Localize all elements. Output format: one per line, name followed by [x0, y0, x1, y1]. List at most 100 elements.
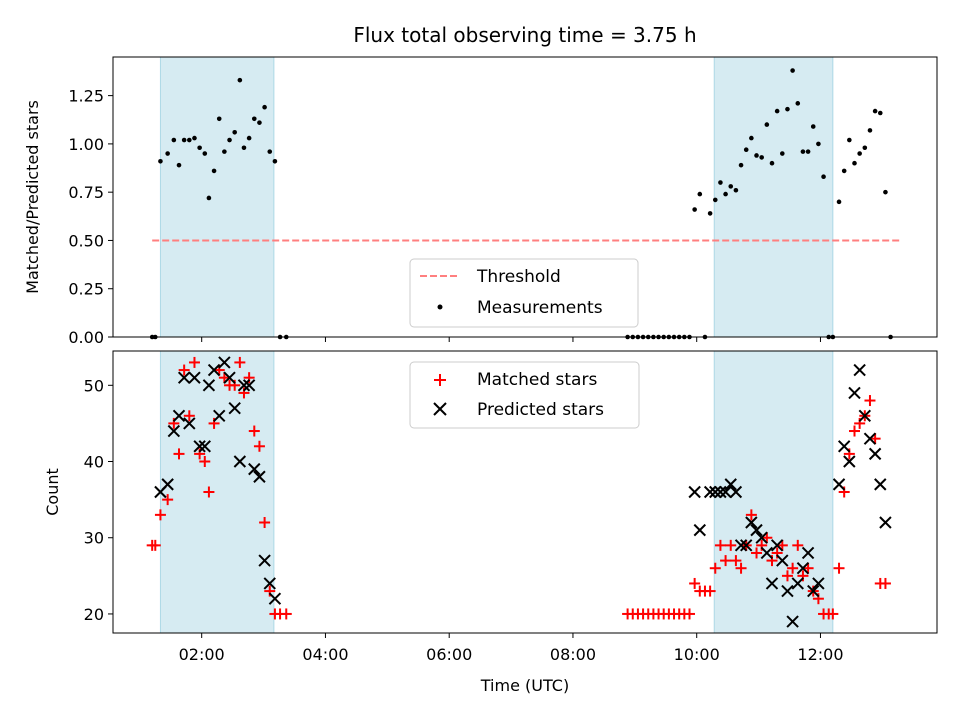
measurement-point [785, 106, 790, 112]
measurement-point [165, 151, 170, 156]
ratio-legend: Threshold Measurements [409, 258, 639, 328]
count-x-axis-label: Time (UTC) [480, 676, 569, 695]
predicted-star-point [770, 539, 784, 552]
measurement-point [769, 160, 775, 166]
measurement-point [754, 153, 759, 158]
measurement-point [237, 77, 243, 83]
legend-threshold-label: Threshold [476, 267, 561, 287]
predicted-star-point [202, 379, 216, 392]
y-tick-label: 20 [84, 605, 104, 624]
measurement-point [232, 130, 237, 135]
matched-star-point [178, 364, 190, 376]
predicted-star-point [740, 539, 753, 552]
matched-star-point [162, 494, 174, 506]
predicted-star-point [228, 401, 241, 415]
measurement-point [795, 101, 801, 106]
measurement-point [222, 149, 227, 154]
y-tick-label: 40 [84, 453, 104, 472]
matched-star-point [879, 577, 891, 589]
predicted-star-point [183, 417, 196, 430]
y-tick-label: 0.00 [68, 328, 104, 347]
matched-star-point [864, 395, 876, 407]
ratio-x-axis [201, 337, 821, 342]
predicted-star-point [233, 455, 247, 468]
matched-star-point [253, 440, 265, 452]
measurement-point [816, 141, 821, 147]
predicted-star-point [760, 546, 774, 560]
predicted-star-point [188, 371, 201, 384]
measurement-point [810, 124, 816, 129]
predicted-star-point [218, 356, 231, 369]
x-tick-label: 08:00 [550, 645, 596, 664]
predicted-star-point [879, 516, 892, 529]
count-y-axis: 20 30 40 50 [84, 376, 113, 624]
predicted-star-point [765, 577, 779, 590]
matched-star-point [280, 608, 292, 620]
chart-title: Flux total observing time = 3.75 h [353, 23, 696, 47]
y-tick-label: 1.00 [68, 135, 104, 154]
measurement-point [206, 195, 212, 201]
measurement-point [728, 184, 734, 189]
measurement-point [707, 211, 713, 216]
count-legend-box [409, 361, 640, 429]
matched-star-point [183, 410, 195, 422]
observing-windows [159, 57, 834, 337]
measurement-point [241, 145, 247, 151]
x-tick-label: 10:00 [674, 645, 720, 664]
predicted-star-point [161, 478, 174, 491]
ratio-legend-box [409, 258, 639, 328]
predicted-star-point [755, 531, 768, 544]
measurement-point [176, 162, 182, 168]
predicted-star-point [724, 478, 737, 491]
y-tick-label: 0.50 [68, 231, 104, 250]
predicted-star-point [874, 478, 887, 491]
ratio-y-axis: 0.00 0.25 0.50 0.75 1.00 1.25 [68, 87, 113, 347]
count-points [146, 356, 892, 628]
measurement-point [862, 145, 868, 151]
matched-star-point [751, 547, 763, 559]
measurement-point [697, 191, 703, 197]
count-legend: Matched stars Predicted stars [409, 361, 640, 429]
measurement-point [847, 137, 852, 143]
matched-star-point [259, 516, 271, 528]
measurement-point [841, 168, 847, 174]
predicted-star-point [719, 485, 732, 499]
matched-star-point [792, 539, 804, 551]
matched-star-point [689, 577, 701, 589]
matched-star-point [234, 356, 246, 368]
measurement-point [246, 135, 252, 141]
matched-star-point [704, 585, 716, 597]
predicted-star-point [801, 546, 815, 560]
measurement-point [872, 108, 878, 114]
predicted-star-point [843, 455, 856, 468]
predicted-star-point [786, 615, 799, 628]
count-x-axis: 02:00 04:00 06:00 08:00 10:00 12:00 [179, 633, 844, 664]
predicted-star-point [714, 485, 727, 499]
measurement-point [738, 162, 744, 168]
predicted-star-point [796, 562, 810, 575]
predicted-star-point [745, 516, 758, 529]
matched-star-point [735, 562, 747, 574]
shaded-window-0 [160, 57, 274, 337]
measurement-point [780, 151, 785, 156]
matched-star-point [199, 456, 211, 468]
measurement-point [227, 137, 232, 143]
measurement-point [867, 128, 873, 133]
measurement-point [192, 135, 197, 141]
predicted-star-point [781, 584, 794, 598]
measurement-point [202, 151, 208, 156]
matched-star-point [761, 532, 773, 544]
predicted-star-point [253, 470, 266, 483]
predicted-star-point [812, 577, 825, 590]
predicted-star-point [776, 554, 789, 567]
measurement-point [743, 147, 749, 152]
legend-measurements-label: Measurements [477, 298, 603, 318]
predicted-star-point [709, 485, 722, 499]
matched-star-point [203, 486, 215, 498]
shaded-window-1 [714, 57, 833, 337]
measurement-point [197, 145, 202, 151]
predicted-star-point [807, 584, 820, 598]
predicted-star-point [213, 409, 226, 422]
matched-star-point [725, 539, 737, 551]
